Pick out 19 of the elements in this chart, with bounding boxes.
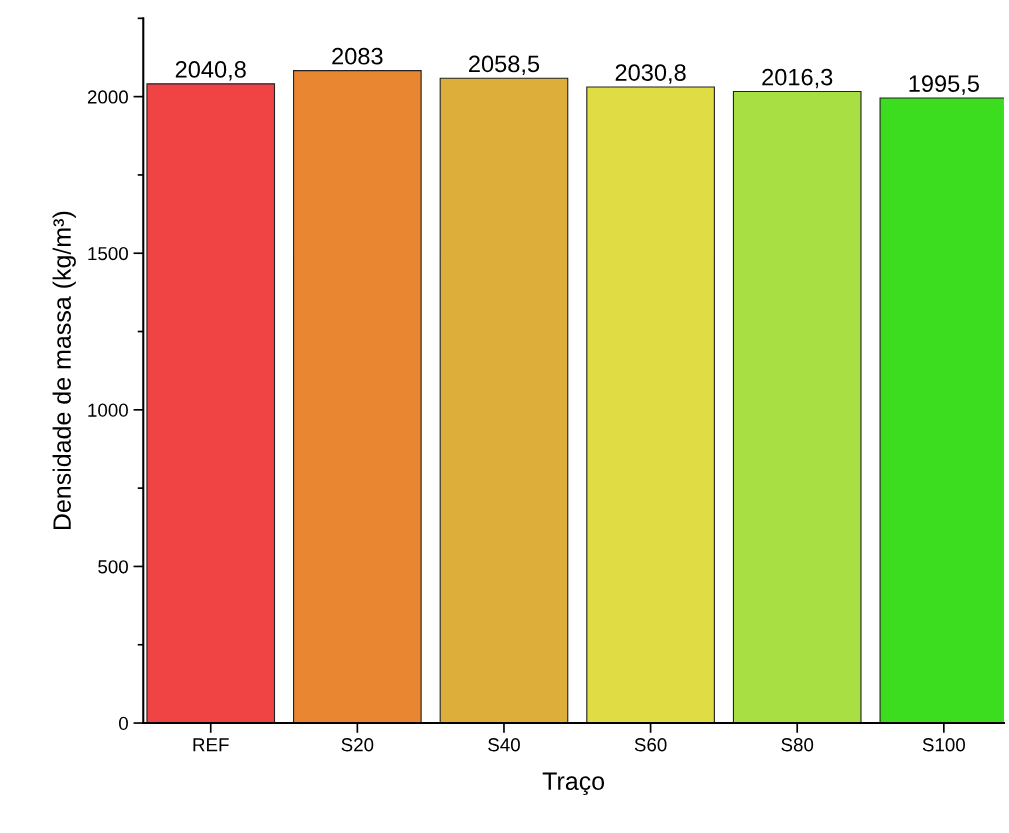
- x-tick-label: S100: [922, 738, 965, 752]
- data-label: 2083: [332, 47, 383, 65]
- data-label: 2030,8: [615, 64, 686, 84]
- x-tick-label: S60: [634, 738, 667, 752]
- x-tick-label: S20: [341, 738, 374, 752]
- data-label: 2058,5: [469, 55, 540, 76]
- data-label: 2040,8: [175, 61, 246, 81]
- y-tick-label: 1500: [88, 246, 128, 261]
- x-tick-label: S40: [488, 738, 520, 752]
- data-label: 1995,5: [909, 75, 979, 95]
- y-tick-label: 2000: [87, 90, 128, 104]
- data-label: 2016,3: [762, 68, 833, 89]
- y-tick-label: 1000: [88, 403, 128, 417]
- x-axis-title: Traço: [542, 772, 605, 796]
- x-tick-label: REF: [193, 738, 229, 752]
- y-axis-title: Densidade de massa (kg/m³): [52, 211, 76, 530]
- y-tick-label: 500: [98, 560, 128, 574]
- y-tick-label: 0: [119, 716, 128, 731]
- x-tick-label: S80: [781, 738, 814, 752]
